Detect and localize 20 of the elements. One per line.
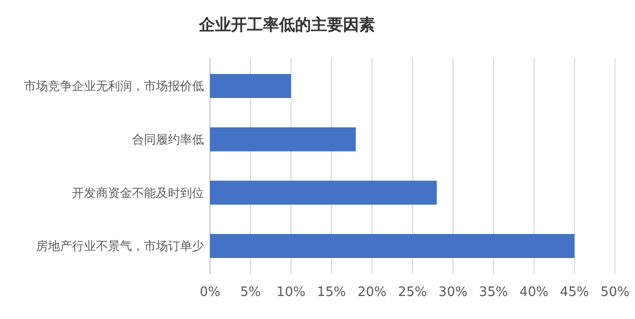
bar: [210, 234, 574, 258]
y-tick-label: 市场竞争企业无利润，市场报价低: [24, 79, 204, 94]
x-tick-label: 30%: [438, 285, 468, 300]
bar: [210, 180, 437, 205]
x-tick-label: 20%: [358, 285, 386, 300]
bar: [210, 127, 356, 152]
y-tick-label: 房地产行业不景气，市场订单少: [36, 239, 204, 254]
x-tick-label: 5%: [240, 285, 261, 300]
x-tick-label: 50%: [600, 285, 630, 300]
x-tick-label: 45%: [560, 285, 589, 300]
x-tick-label: 40%: [520, 285, 548, 300]
x-tick-label: 25%: [398, 285, 427, 300]
x-tick-label: 0%: [200, 285, 220, 300]
chart-title: 企业开工率低的主要因素: [198, 15, 375, 34]
bar: [210, 74, 291, 98]
x-tick-label: 10%: [276, 285, 306, 300]
x-tick-label: 15%: [317, 285, 346, 300]
y-tick-label: 开发商资金不能及时到位: [72, 186, 204, 200]
x-tick-label: 35%: [479, 285, 508, 300]
y-tick-label: 合同履约率低: [132, 132, 204, 147]
